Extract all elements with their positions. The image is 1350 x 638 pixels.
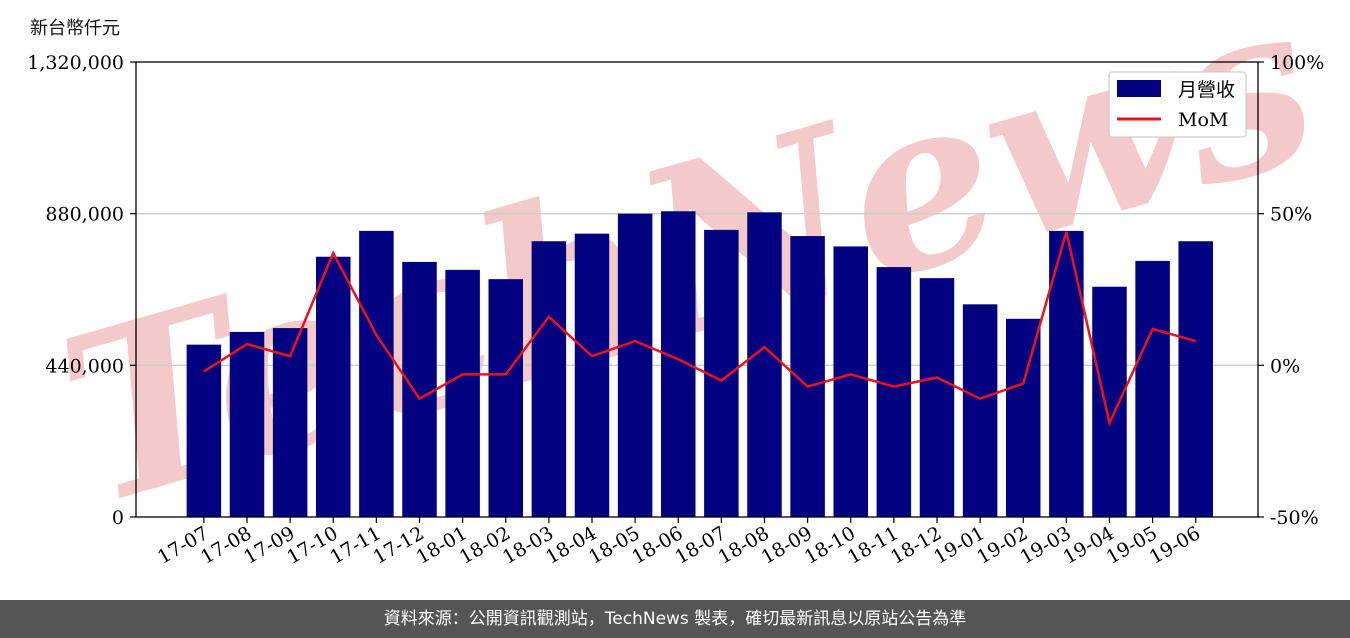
legend-bar-label: 月營收 [1178,79,1235,101]
bar [617,213,653,517]
left-tick-label: 0 [112,507,124,529]
bar [359,230,394,517]
legend-line-label: MoM [1178,109,1228,131]
bar [1135,260,1170,517]
x-axis: 17-0717-0817-0917-1017-1117-1218-0118-02… [154,517,1204,569]
x-tick-label: 19-06 [1146,522,1204,568]
bar [1092,286,1127,517]
right-tick-label: 100% [1270,52,1324,74]
bar [488,279,523,517]
right-tick-label: 0% [1270,355,1300,377]
bar [402,261,437,517]
bar [316,256,351,517]
source-footer: 資料來源：公開資訊觀測站，TechNews 製表，確切最新訊息以原站公告為準 [0,600,1350,638]
bar-series [186,211,1213,518]
bar [1178,241,1213,517]
plot-frame [135,61,1259,518]
left-axis: 0 440,000 880,000 1,320,000 [27,52,136,529]
bar [229,331,265,517]
left-tick-label: 440,000 [45,355,124,377]
bar [962,304,998,517]
legend: 月營收 MoM [1108,71,1247,138]
bar [445,269,480,517]
bar [1005,318,1041,517]
y-axis-unit-label: 新台幣仟元 [30,18,120,39]
right-tick-label: -50% [1270,507,1319,529]
right-axis: -50% 0% 50% 100% [1258,52,1324,529]
bar [272,328,308,517]
right-tick-label: 50% [1270,204,1312,226]
bar [919,278,955,517]
left-tick-label: 1,320,000 [27,52,124,74]
bar [833,246,868,517]
mom-line [203,231,1197,427]
bar [574,233,610,517]
bar [531,241,567,517]
bar [704,229,739,517]
bar [747,212,782,517]
bar [186,344,222,517]
legend-bar-swatch [1117,80,1161,97]
bar [876,267,912,517]
left-tick-label: 880,000 [45,204,124,226]
